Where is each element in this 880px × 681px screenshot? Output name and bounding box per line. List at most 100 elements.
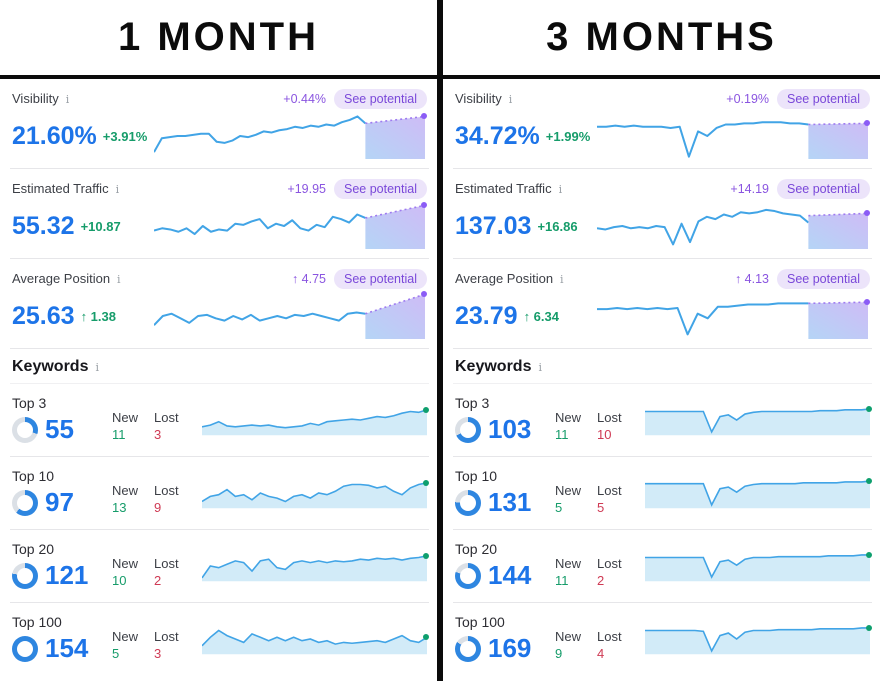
- info-icon[interactable]: i: [560, 273, 564, 286]
- metric-label: Average Position: [12, 271, 111, 286]
- see-potential-button[interactable]: See potential: [777, 179, 870, 199]
- current-point-dot: [423, 552, 429, 559]
- metric-change: +3.91%: [102, 128, 148, 144]
- lost-label: Lost: [154, 410, 179, 425]
- metric-value: 137.03: [455, 211, 532, 240]
- potential-point-dot: [421, 291, 427, 298]
- keyword-ring: [12, 416, 38, 443]
- keyword-bucket-label: Top 20: [12, 541, 55, 557]
- keyword-bucket-label: Top 100: [12, 614, 62, 630]
- see-potential-button[interactable]: See potential: [777, 269, 870, 289]
- new-label: New: [555, 629, 582, 644]
- column-body: Visibility i +0.19% See potential 34.72% …: [443, 79, 880, 681]
- keyword-sparkline: [202, 549, 429, 583]
- lost-label: Lost: [597, 629, 622, 644]
- metric-change: ↑ 6.34: [523, 308, 559, 324]
- keyword-sparkline: [645, 549, 872, 583]
- current-point-dot: [866, 551, 872, 558]
- lost-label: Lost: [597, 410, 622, 425]
- info-icon[interactable]: i: [117, 273, 121, 286]
- column-body: Visibility i +0.44% See potential 21.60% …: [0, 79, 437, 681]
- keyword-ring: [12, 489, 38, 516]
- lost-value: 5: [597, 500, 605, 515]
- keyword-ring: [12, 562, 38, 589]
- see-potential-button[interactable]: See potential: [334, 179, 427, 199]
- keyword-ring: [12, 635, 38, 662]
- metric-row-estimated-traffic: Estimated Traffic i +14.19 See potential …: [453, 169, 872, 259]
- keyword-bucket-label: Top 20: [455, 541, 498, 557]
- lost-value: 9: [154, 500, 162, 515]
- keyword-row-top20: Top 20 144 New 11 Lost 2: [453, 530, 872, 603]
- new-value: 5: [112, 646, 120, 661]
- keyword-ring: [455, 416, 481, 443]
- info-icon[interactable]: i: [508, 93, 513, 106]
- new-label: New: [112, 483, 139, 498]
- keyword-row-top10: Top 10 131 New 5 Lost 5: [453, 457, 872, 530]
- metric-change: +1.99%: [545, 128, 591, 144]
- potential-delta: +0.44%: [283, 92, 327, 106]
- column-divider: [437, 0, 443, 681]
- keyword-sparkline: [645, 403, 872, 437]
- metric-sparkline: [597, 203, 870, 249]
- metric-label: Estimated Traffic: [12, 181, 109, 196]
- current-point-dot: [866, 624, 872, 631]
- new-label: New: [555, 483, 582, 498]
- potential-point-dot: [421, 202, 427, 209]
- see-potential-button[interactable]: See potential: [334, 269, 427, 289]
- current-point-dot: [423, 634, 429, 641]
- keywords-title: Keywords: [12, 358, 89, 375]
- keyword-count: 121: [45, 560, 89, 590]
- metric-sparkline: [154, 202, 427, 249]
- metric-value: 23.79: [455, 301, 518, 330]
- metric-row-estimated-traffic: Estimated Traffic i +19.95 See potential …: [10, 169, 429, 259]
- new-value: 11: [112, 427, 126, 442]
- current-point-dot: [423, 479, 429, 486]
- keyword-count: 97: [45, 487, 74, 517]
- keyword-bucket-label: Top 3: [455, 395, 490, 411]
- metric-change: ↑ 1.38: [80, 308, 116, 324]
- info-icon[interactable]: i: [558, 183, 563, 196]
- potential-delta: ↑ 4.75: [291, 272, 327, 286]
- lost-value: 3: [154, 427, 162, 442]
- keyword-ring: [455, 635, 481, 662]
- keyword-sparkline: [645, 622, 872, 656]
- info-icon[interactable]: i: [95, 360, 99, 374]
- lost-value: 2: [597, 573, 605, 588]
- new-label: New: [112, 410, 139, 425]
- lost-value: 3: [154, 646, 162, 661]
- new-value: 13: [112, 500, 127, 515]
- new-label: New: [555, 556, 582, 571]
- metric-row-visibility: Visibility i +0.19% See potential 34.72% …: [453, 79, 872, 169]
- column-header: 3 MONTHS: [443, 0, 880, 79]
- metric-label: Estimated Traffic: [455, 181, 552, 196]
- metric-sparkline: [597, 113, 870, 159]
- see-potential-button[interactable]: See potential: [334, 89, 427, 109]
- keyword-count: 169: [488, 633, 532, 663]
- keyword-ring: [455, 562, 481, 589]
- info-icon[interactable]: i: [115, 183, 120, 196]
- column-1-month: 1 MONTH Visibility i +0.44% See potential…: [0, 0, 437, 681]
- keyword-sparkline: [645, 476, 872, 510]
- keyword-row-top20: Top 20 121 New 10 Lost 2: [10, 530, 429, 603]
- keyword-bucket-label: Top 3: [12, 395, 47, 411]
- current-point-dot: [866, 478, 872, 485]
- info-icon[interactable]: i: [538, 360, 542, 374]
- potential-delta: +0.19%: [726, 92, 770, 106]
- potential-point-dot: [864, 299, 870, 306]
- metric-value: 21.60%: [12, 121, 97, 150]
- info-icon[interactable]: i: [65, 93, 70, 106]
- potential-delta: ↑ 4.13: [734, 272, 770, 286]
- see-potential-button[interactable]: See potential: [777, 89, 870, 109]
- keyword-row-top3: Top 3 103 New 11 Lost 10: [453, 384, 872, 457]
- lost-value: 4: [597, 646, 605, 661]
- keywords-heading: Keywords i: [10, 349, 429, 384]
- potential-point-dot: [864, 120, 870, 127]
- potential-point-dot: [864, 210, 870, 217]
- lost-label: Lost: [154, 629, 179, 644]
- metric-value: 25.63: [12, 301, 75, 330]
- keyword-sparkline: [202, 476, 429, 510]
- metric-sparkline: [154, 291, 427, 339]
- metric-label: Visibility: [455, 91, 502, 106]
- current-point-dot: [866, 405, 872, 412]
